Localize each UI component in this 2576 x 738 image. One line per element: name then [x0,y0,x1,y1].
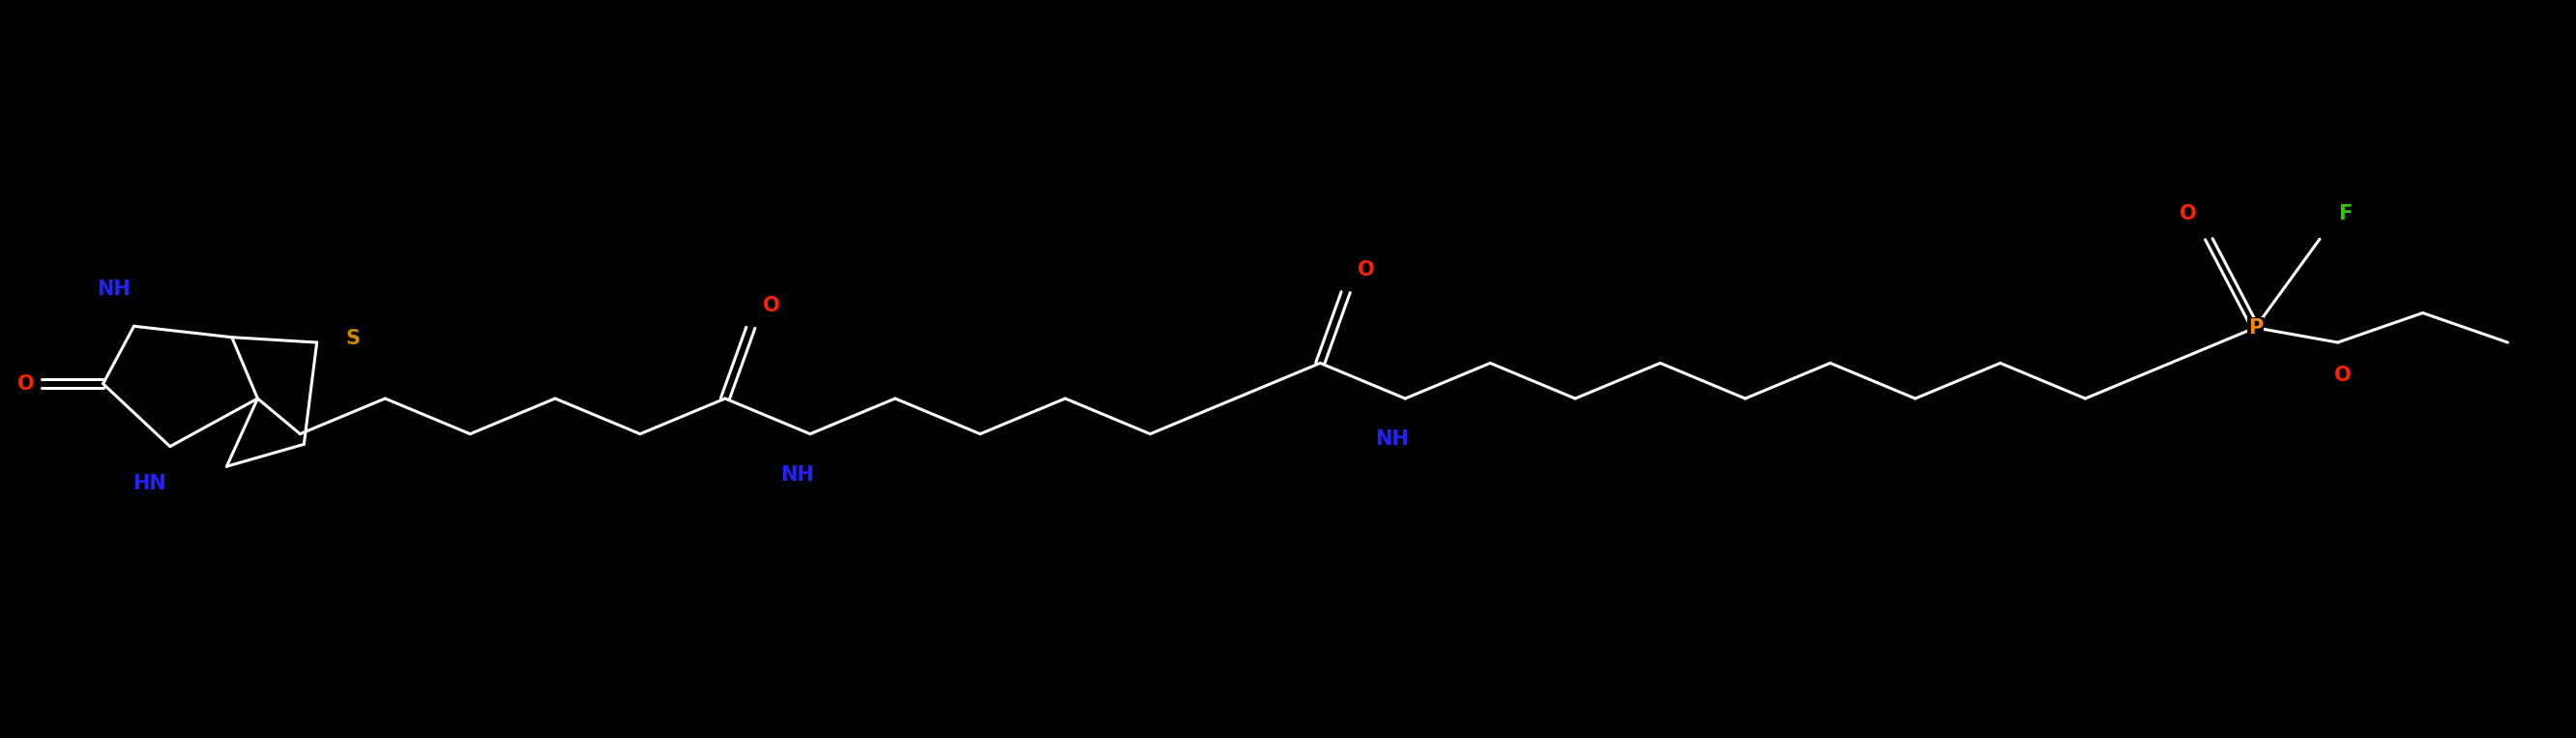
Text: NH: NH [1376,430,1409,449]
Text: O: O [1358,261,1376,280]
Text: NH: NH [95,280,131,299]
Text: S: S [345,329,361,348]
Text: O: O [18,374,33,393]
Text: NH: NH [781,465,814,484]
Text: F: F [2339,204,2352,223]
Text: P: P [2249,318,2262,337]
Text: O: O [762,296,781,315]
Text: HN: HN [131,474,167,493]
Text: O: O [2334,366,2352,385]
Text: O: O [2179,204,2197,223]
